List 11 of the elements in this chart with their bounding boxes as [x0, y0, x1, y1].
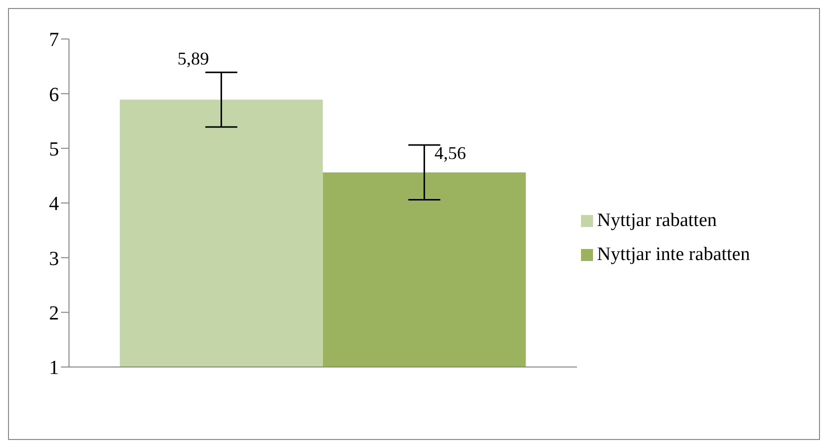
- y-tick-label: 3: [49, 248, 59, 270]
- y-tick-label: 5: [49, 138, 59, 160]
- legend-label: Nyttjar rabatten: [597, 209, 717, 233]
- y-tick-label: 6: [49, 84, 59, 106]
- y-tick-label: 4: [49, 193, 59, 216]
- data-label: 4,56: [434, 143, 466, 164]
- legend-label: Nyttjar inte rabatten: [597, 243, 750, 267]
- y-tick-label: 2: [49, 302, 59, 324]
- data-label: 5,89: [178, 48, 210, 68]
- y-tick-label: 1: [49, 357, 59, 380]
- y-tick-label: 7: [49, 29, 59, 52]
